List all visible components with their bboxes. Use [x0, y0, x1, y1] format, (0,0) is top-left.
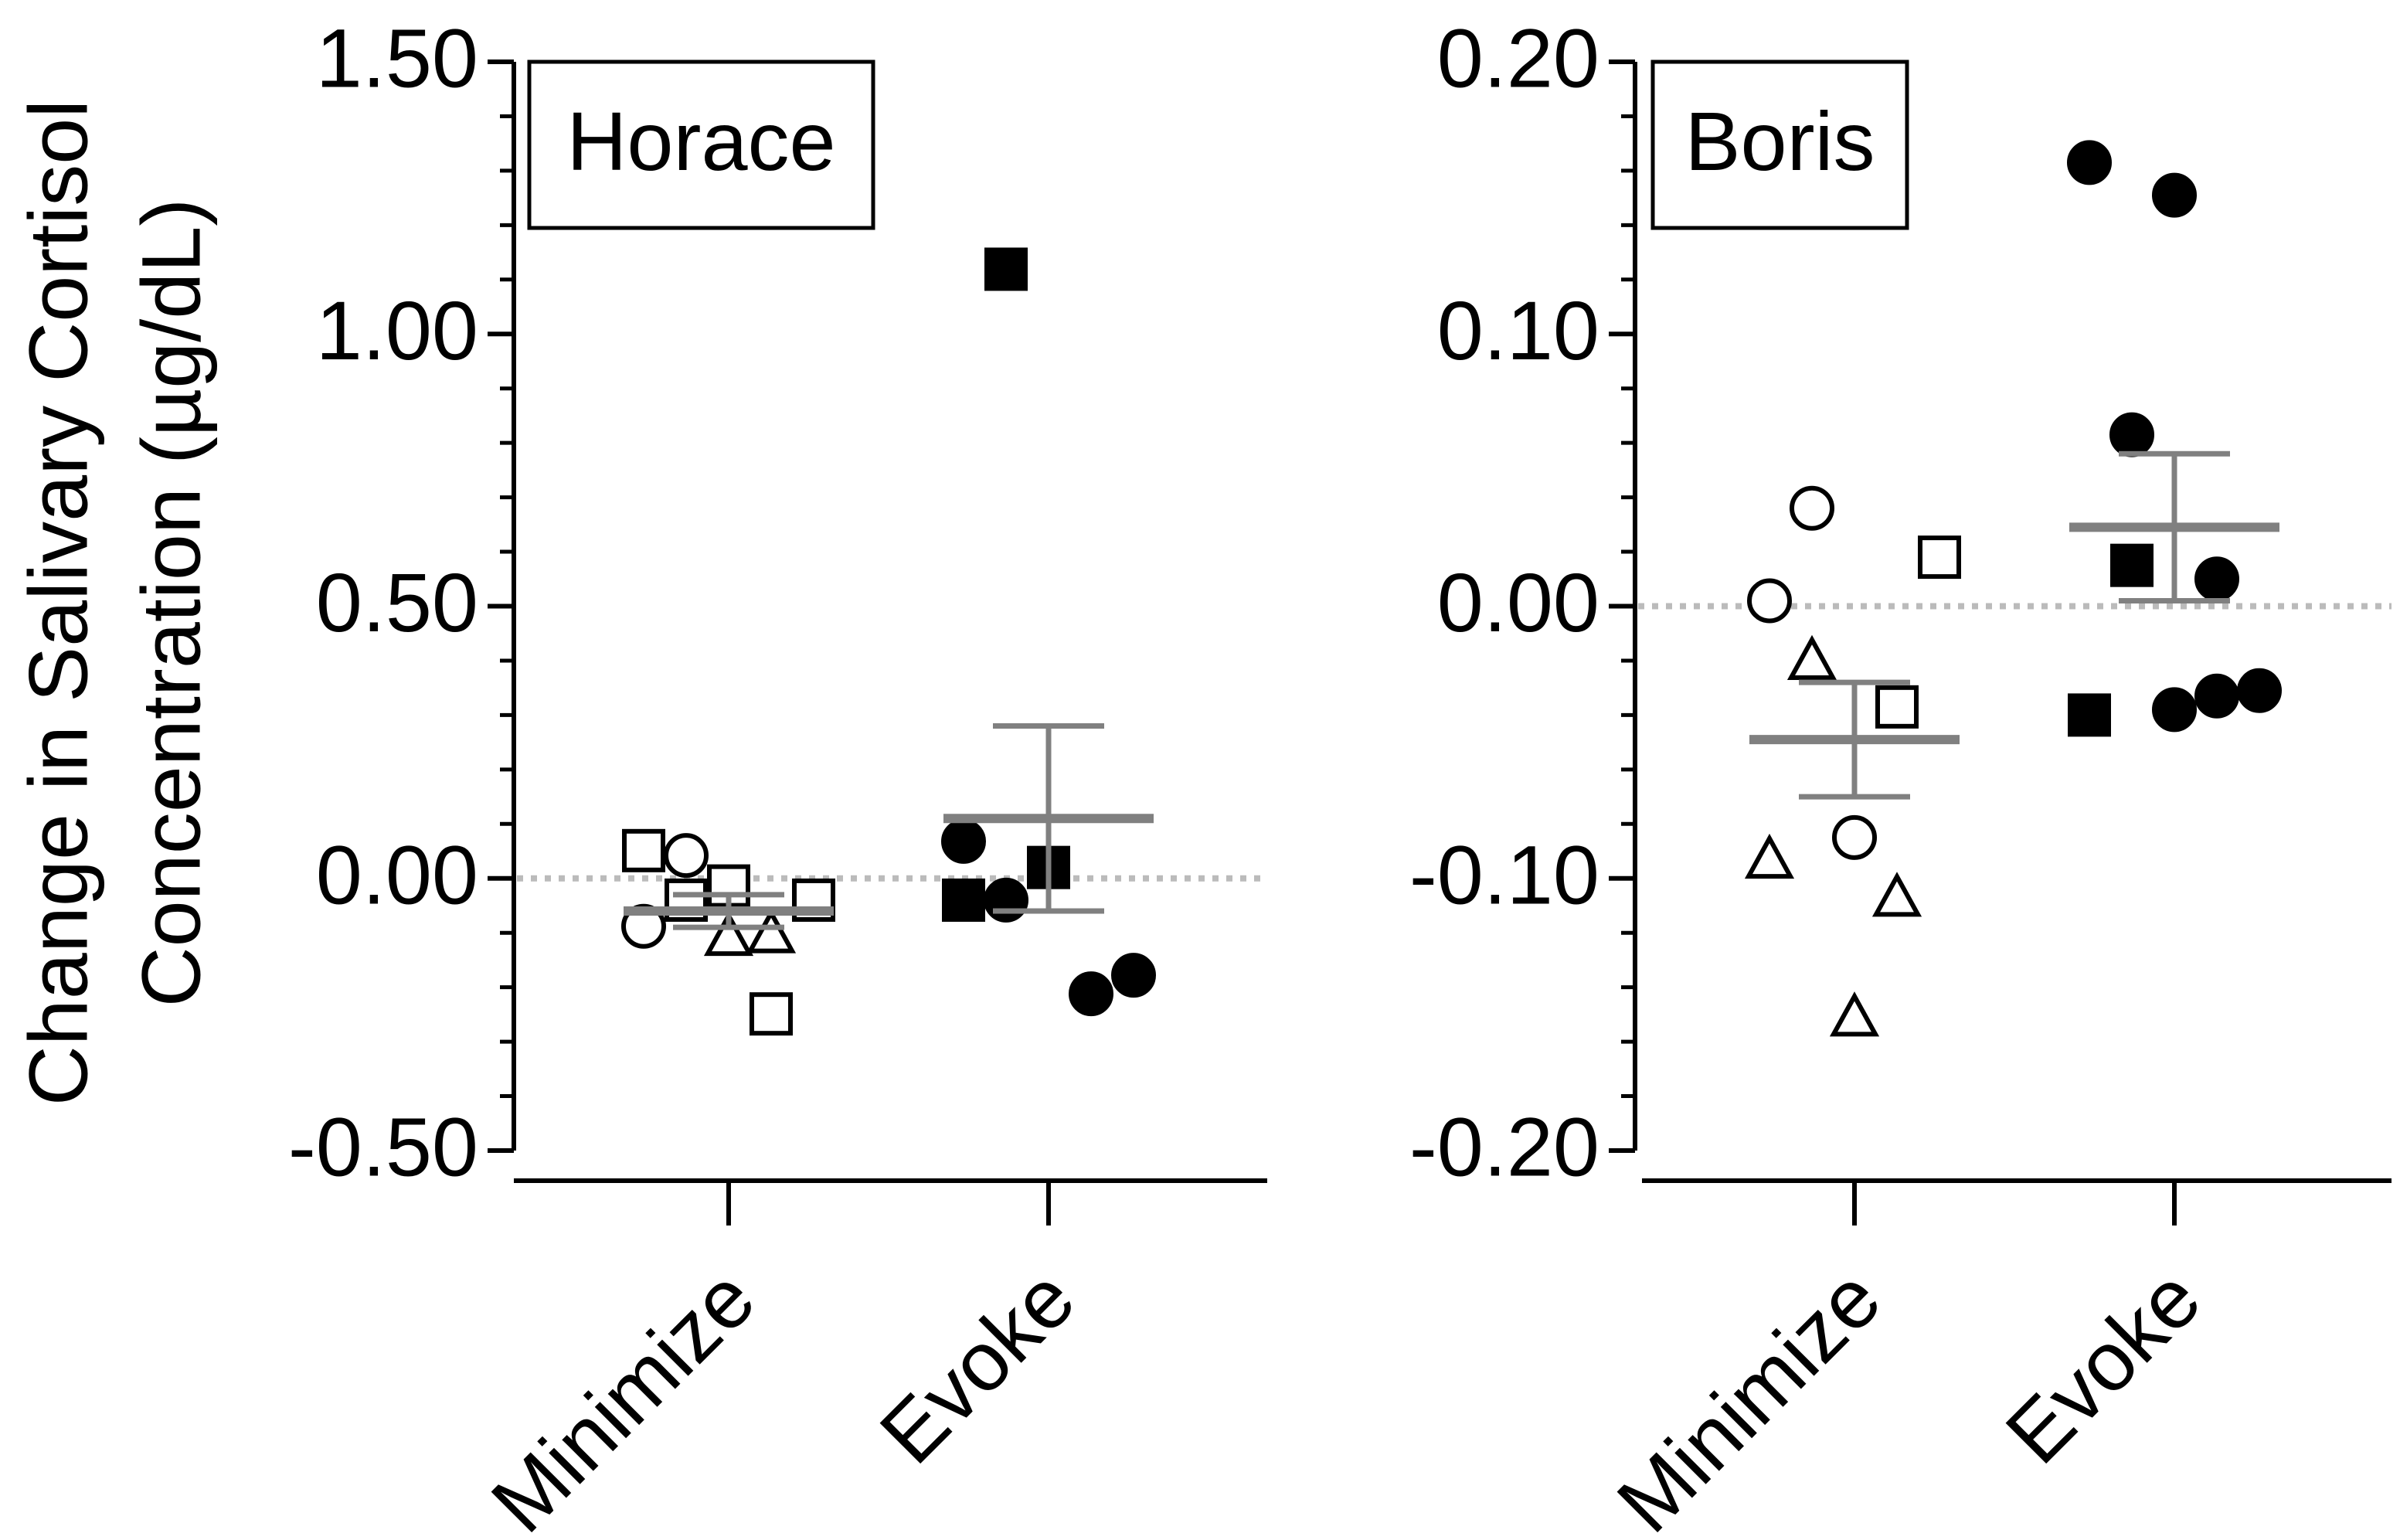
marker-triangle	[1829, 991, 1880, 1037]
marker-circle	[1790, 485, 1834, 531]
marker-square	[1918, 535, 1961, 580]
marker-triangle	[746, 908, 797, 954]
y-tick-label: 0.50	[316, 556, 478, 649]
y-axis-label: Change in Salivary Cortisol	[12, 100, 105, 1107]
marker-circle	[984, 877, 1028, 923]
x-tick-label: Minimize	[474, 1251, 773, 1540]
marker-square	[2068, 693, 2111, 737]
y-tick-label: -0.10	[1409, 828, 1599, 921]
marker-triangle	[1786, 634, 1837, 680]
x-tick-label: Evoke	[1988, 1251, 2218, 1481]
marker-square	[622, 828, 665, 872]
marker-triangle	[703, 910, 754, 957]
panel-title: Boris	[1684, 94, 1875, 188]
y-tick-label: 0.20	[1437, 12, 1599, 105]
marker-circle	[941, 818, 986, 864]
y-tick-label: 0.00	[1437, 556, 1599, 649]
marker-square	[942, 878, 985, 922]
marker-circle	[1832, 814, 1877, 860]
marker-square	[984, 247, 1028, 291]
marker-circle	[2152, 172, 2197, 218]
x-tick-label: Minimize	[1599, 1251, 1899, 1540]
marker-circle	[2109, 412, 2154, 457]
y-tick-label: 0.10	[1437, 284, 1599, 377]
marker-circle	[1111, 953, 1156, 998]
y-tick-label: 0.00	[316, 828, 478, 921]
x-tick-label: Evoke	[862, 1251, 1093, 1481]
y-axis-label: Concentration (µg/dL)	[124, 199, 218, 1008]
marker-circle	[2194, 556, 2239, 602]
marker-circle	[1747, 578, 1792, 624]
marker-circle	[664, 833, 709, 879]
title-box	[1650, 59, 1909, 230]
marker-square	[1875, 685, 1919, 729]
y-tick-label: 1.50	[316, 12, 478, 105]
title-box	[527, 59, 875, 230]
marker-circle	[2152, 687, 2197, 733]
marker-circle	[621, 903, 666, 949]
marker-triangle	[1871, 872, 1922, 917]
marker-square	[2110, 543, 2154, 587]
y-tick-label: 1.00	[316, 284, 478, 377]
marker-circle	[2067, 140, 2112, 185]
marker-triangle	[1744, 833, 1795, 879]
y-tick-label: -0.50	[288, 1100, 478, 1194]
marker-circle	[2194, 673, 2239, 719]
marker-square	[750, 992, 793, 1036]
marker-circle	[1069, 971, 1113, 1017]
marker-circle	[2237, 668, 2282, 713]
y-tick-label: -0.20	[1409, 1100, 1599, 1194]
panel-title: Horace	[566, 94, 835, 188]
